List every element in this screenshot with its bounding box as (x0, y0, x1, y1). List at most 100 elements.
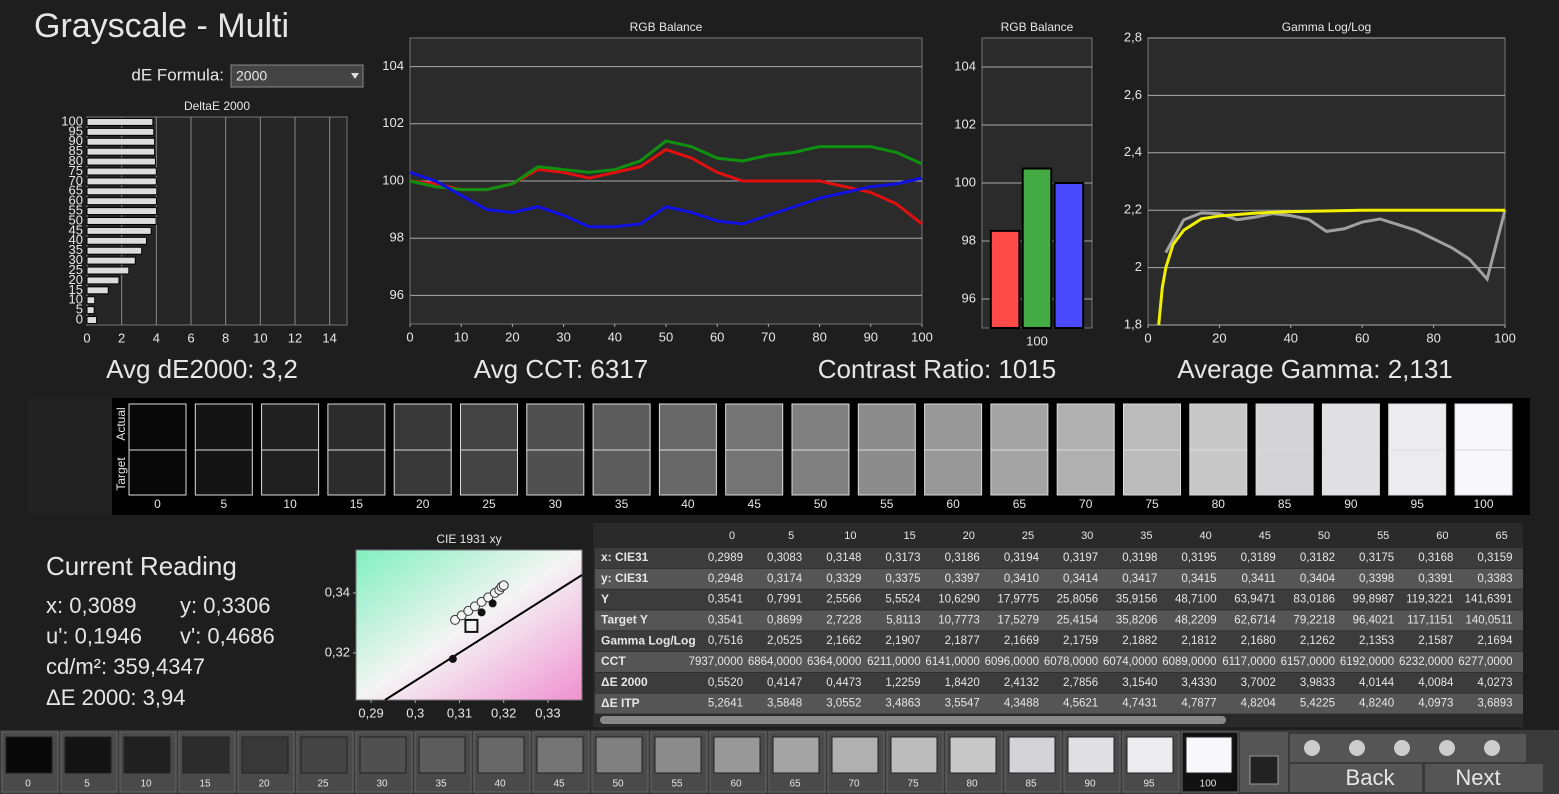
x-tick-label: 60 (1355, 330, 1369, 345)
target-swatch (460, 449, 518, 496)
patch-color[interactable] (1067, 736, 1115, 774)
x-tick-label: 0 (406, 329, 413, 344)
table-cell: 0,7991 (767, 594, 802, 606)
patch-color[interactable] (300, 736, 348, 774)
plot-area (355, 549, 583, 701)
table-cell: 0,3186 (945, 552, 980, 564)
table-cell: 0,3375 (885, 573, 920, 585)
y-tick-label: 75 (69, 163, 83, 178)
actual-swatch (261, 403, 320, 451)
patch-color[interactable] (713, 736, 761, 774)
target-point (464, 618, 479, 633)
y-tick-label: 1,8 (1124, 316, 1142, 331)
column-header: 5 (788, 530, 794, 542)
patch-color[interactable] (831, 736, 879, 774)
back-label[interactable]: Back (1346, 765, 1396, 790)
patch-color[interactable] (418, 736, 466, 774)
patch-color[interactable] (477, 736, 525, 774)
table-cell: 63,9471 (1234, 594, 1276, 606)
patch-color[interactable] (1185, 736, 1233, 774)
table-cell: 4,0973 (1418, 698, 1453, 710)
patch-color[interactable] (536, 736, 584, 774)
series-line (1157, 208, 1505, 326)
table-cell: 3,0552 (826, 698, 861, 710)
table-cell: 2,1669 (1004, 635, 1039, 647)
target-swatch (1123, 449, 1181, 496)
x-tick-label: 0,3 (406, 705, 424, 720)
table-cell: 0,3148 (826, 552, 861, 564)
patch-color[interactable] (595, 736, 643, 774)
y-tick-label: 100 (382, 172, 404, 187)
y-tick-label: 2 (1135, 259, 1142, 274)
table-cell: 3,4330 (1181, 677, 1216, 689)
patch-color[interactable] (123, 736, 171, 774)
patch-color[interactable] (359, 736, 407, 774)
table-cell: 0,3404 (1300, 573, 1336, 585)
patch-color[interactable] (182, 736, 230, 774)
swatch-label: 80 (1212, 497, 1226, 511)
y-tick-label: 45 (69, 222, 83, 237)
table-row (595, 589, 1523, 610)
reading-value: ΔE 2000: 3,94 (46, 685, 185, 710)
table-cell: 6117,0000 (1222, 656, 1276, 668)
table-cell: 0,3175 (1359, 552, 1394, 564)
continuous-icon[interactable] (1439, 740, 1455, 756)
patch-color[interactable] (241, 736, 289, 774)
formula-value[interactable]: 2000 (236, 68, 267, 84)
table-cell: 96,4021 (1353, 614, 1395, 626)
table-cell: 79,2218 (1293, 614, 1335, 626)
play-icon[interactable] (1349, 740, 1365, 756)
patch-color[interactable] (64, 736, 112, 774)
y-tick-label: 100 (61, 113, 83, 128)
bar (86, 246, 143, 255)
table-cell: 0,3414 (1063, 573, 1099, 585)
table-cell: 6232,0000 (1399, 656, 1453, 668)
y-tick-label: 10 (69, 292, 83, 307)
table-cell: 2,1662 (826, 635, 861, 647)
target-swatch (1056, 449, 1115, 496)
x-tick-label: 0 (83, 330, 90, 345)
patch-color[interactable] (890, 736, 938, 774)
actual-swatch (1255, 403, 1314, 451)
y-tick-label: 15 (69, 282, 83, 297)
refresh-icon[interactable] (1484, 740, 1500, 756)
swatch-label: 65 (1013, 497, 1027, 511)
next-button[interactable] (1425, 764, 1543, 792)
x-tick-label: 14 (322, 330, 336, 345)
swatch-label: 35 (615, 497, 629, 511)
next-label[interactable]: Next (1455, 765, 1500, 790)
y-tick-label: 30 (69, 252, 83, 267)
table-row (595, 693, 1523, 714)
patch-label: 55 (671, 779, 683, 790)
swatch-label: 20 (416, 497, 430, 511)
patch-color[interactable] (949, 736, 997, 774)
y-tick-label: 90 (69, 133, 83, 148)
scrollbar[interactable] (600, 716, 1226, 724)
table-cell: 4,8240 (1359, 698, 1394, 710)
table-cell: 0,8699 (767, 614, 802, 626)
y-tick-label: 96 (962, 290, 976, 305)
patch-color[interactable] (1126, 736, 1174, 774)
patch-color[interactable] (654, 736, 702, 774)
stop-button[interactable] (1249, 755, 1279, 785)
back-button[interactable] (1290, 764, 1422, 792)
target-label: Target (114, 457, 128, 491)
swatch-label: 90 (1344, 497, 1358, 511)
patch-color[interactable] (1008, 736, 1056, 774)
table-cell: 6277,0000 (1458, 656, 1512, 668)
swatch-label: 100 (1473, 497, 1493, 511)
table-cell: 6192,0000 (1340, 656, 1394, 668)
patch-color[interactable] (772, 736, 820, 774)
column-header: 10 (844, 530, 856, 542)
table-cell: 0,7516 (708, 635, 743, 647)
patch-label: 80 (966, 779, 978, 790)
patch-label: 100 (1200, 779, 1217, 790)
target-swatch (990, 449, 1049, 496)
patch-color[interactable] (5, 736, 53, 774)
swatch-label: 50 (814, 497, 828, 511)
formula-select[interactable] (230, 64, 364, 88)
loop-icon[interactable] (1394, 740, 1410, 756)
table-cell: 0,3182 (1300, 552, 1335, 564)
stop-icon[interactable] (1304, 740, 1320, 756)
y-tick-label: 70 (69, 173, 83, 188)
